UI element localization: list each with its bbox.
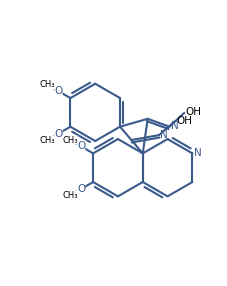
Text: O: O	[77, 142, 85, 152]
Text: OH: OH	[184, 107, 200, 117]
Text: O: O	[54, 129, 62, 139]
Text: O: O	[77, 184, 85, 194]
Text: O: O	[54, 86, 62, 96]
Text: CH₃: CH₃	[62, 136, 77, 144]
Text: CH₃: CH₃	[62, 191, 77, 200]
Text: CH₃: CH₃	[39, 80, 55, 89]
Text: N: N	[171, 121, 178, 131]
Text: N: N	[193, 148, 201, 158]
Text: CH₃: CH₃	[39, 136, 55, 144]
Text: N: N	[159, 130, 167, 140]
Text: OH: OH	[176, 116, 192, 126]
